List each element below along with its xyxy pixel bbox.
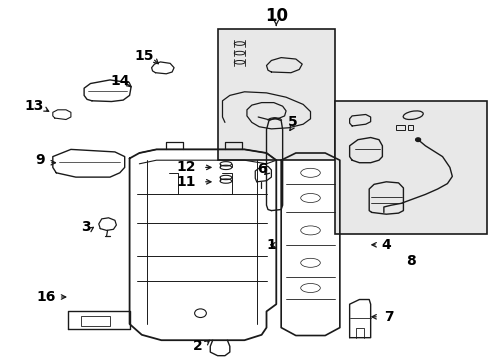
Text: 9: 9 (35, 153, 45, 167)
Circle shape (415, 138, 420, 141)
Text: 4: 4 (381, 238, 390, 252)
Text: 8: 8 (405, 254, 415, 268)
Text: 5: 5 (287, 116, 297, 129)
Bar (81, 316, 110, 326)
Bar (395, 125, 404, 130)
Text: 14: 14 (110, 74, 129, 88)
Bar (217, 29, 334, 160)
Text: 12: 12 (176, 161, 195, 174)
Bar (407, 125, 412, 130)
Text: 1: 1 (266, 238, 276, 252)
Text: 7: 7 (383, 310, 393, 324)
Text: 11: 11 (176, 175, 195, 189)
Text: 6: 6 (256, 162, 266, 176)
Text: 15: 15 (134, 49, 154, 63)
Text: 3: 3 (81, 220, 90, 234)
Text: 10: 10 (264, 7, 287, 25)
Bar (334, 101, 486, 234)
Text: 13: 13 (24, 99, 44, 113)
Text: 2: 2 (193, 339, 203, 353)
Text: 16: 16 (37, 290, 56, 304)
